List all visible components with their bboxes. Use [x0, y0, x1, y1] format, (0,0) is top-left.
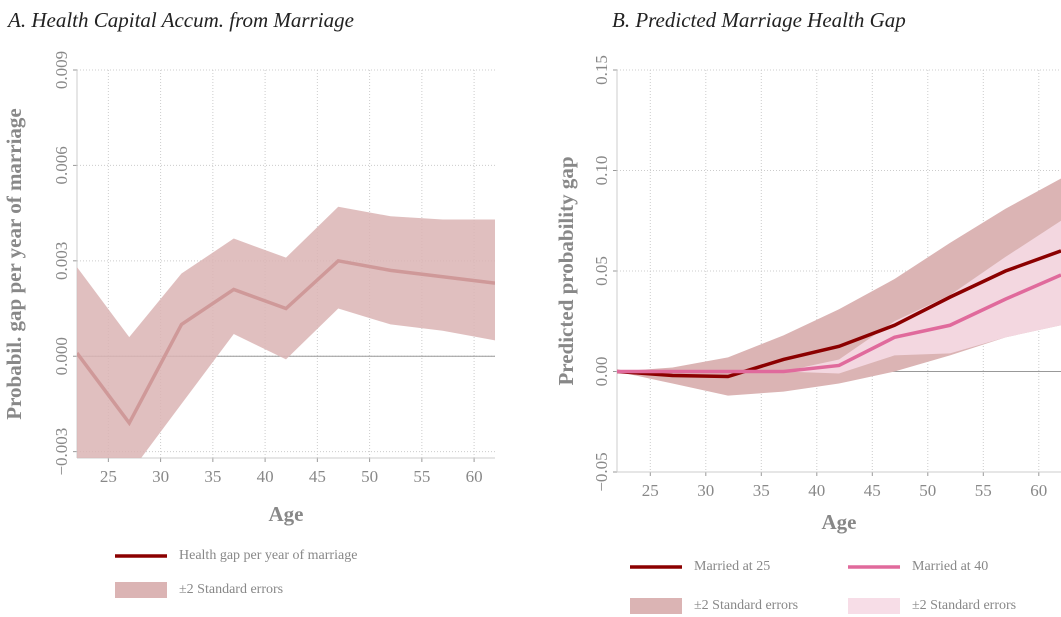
x-tick-label: 60 [1030, 481, 1047, 500]
x-tick-label: 25 [642, 481, 659, 500]
legend-swatch [115, 582, 167, 598]
y-tick-label: 0.009 [52, 51, 71, 89]
y-tick-label: 0.006 [52, 146, 71, 184]
line [617, 273, 1061, 374]
legend-swatch [630, 598, 682, 614]
x-axis-label: Age [822, 510, 857, 534]
x-tick-label: 25 [100, 467, 117, 486]
x-tick-label: 55 [975, 481, 992, 500]
x-tick-label: 60 [466, 467, 483, 486]
y-tick-label: 0.15 [592, 55, 611, 85]
y-tick-label: 0.000 [52, 337, 71, 375]
legend-item: ±2 Standard errors [630, 598, 798, 614]
y-tick-label: 0.00 [592, 357, 611, 387]
plot-area [77, 206, 495, 458]
x-tick-label: 50 [919, 481, 936, 500]
y-tick-label: 0.003 [52, 242, 71, 280]
legend-label: Married at 25 [694, 559, 770, 574]
y-axis-label: Predicted probability gap [554, 156, 578, 385]
legend-item: ±2 Standard errors [115, 582, 283, 598]
legend-item: ±2 Standard errors [848, 598, 1016, 614]
y-tick-label: −0.003 [52, 428, 71, 476]
panel: A. Health Capital Accum. from Marriage 25… [2, 8, 495, 598]
x-tick-label: 30 [697, 481, 714, 500]
legend-label: Health gap per year of marriage [179, 548, 357, 563]
legend-item: Health gap per year of marriage [115, 548, 357, 563]
panel: B. Predicted Marriage Health Gap 25 30 35 40… [554, 8, 1061, 614]
legend-label: Married at 40 [912, 559, 988, 574]
y-tick-label: 0.05 [592, 256, 611, 286]
plot-area [617, 178, 1061, 396]
x-tick-label: 35 [753, 481, 770, 500]
x-tick-label: 45 [864, 481, 881, 500]
legend-label: ±2 Standard errors [694, 598, 798, 613]
x-tick-label: 55 [413, 467, 430, 486]
x-tick-label: 30 [152, 467, 169, 486]
chart-title: B. Predicted Marriage Health Gap [612, 8, 906, 32]
x-tick-label: 35 [204, 467, 221, 486]
legend-swatch [848, 598, 900, 614]
legend-item: Married at 25 [630, 559, 770, 574]
error-band [617, 220, 1061, 374]
x-tick-label: 45 [309, 467, 326, 486]
legend-item: Married at 40 [848, 559, 988, 574]
y-tick-label: 0.10 [592, 156, 611, 186]
x-tick-label: 50 [361, 467, 378, 486]
x-tick-label: 40 [808, 481, 825, 500]
y-tick-label: −0.05 [592, 452, 611, 491]
x-tick-label: 40 [257, 467, 274, 486]
line [617, 249, 1061, 379]
error-band [77, 206, 495, 458]
y-axis-label: Probabil. gap per year of marriage [2, 108, 26, 419]
legend-label: ±2 Standard errors [912, 598, 1016, 613]
legend-label: ±2 Standard errors [179, 582, 283, 597]
chart-title: A. Health Capital Accum. from Marriage [6, 8, 354, 32]
x-axis-label: Age [269, 502, 304, 526]
